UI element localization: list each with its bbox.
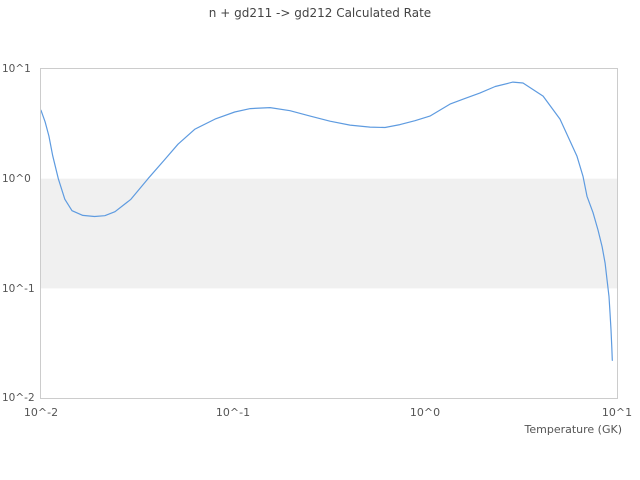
x-tick-label-10e-2: 10^-2 xyxy=(23,406,59,419)
plot-band xyxy=(41,178,617,289)
x-axis-title: Temperature (GK) xyxy=(524,423,623,436)
chart-title: n + gd211 -> gd212 Calculated Rate xyxy=(208,6,432,20)
x-tick-label-10e-1: 10^-1 xyxy=(215,406,251,419)
y-tick-label-10e0: 10^0 xyxy=(2,173,31,185)
plot-svg xyxy=(41,81,617,361)
x-tick-label-10e1: 10^1 xyxy=(601,406,633,419)
y-tick-label-10e1: 10^1 xyxy=(2,63,31,75)
x-tick-label-10e0: 10^0 xyxy=(409,406,441,419)
y-tick-label-10e-2: 10^-2 xyxy=(2,392,35,404)
rate-curve xyxy=(41,81,613,361)
plot-area xyxy=(40,68,618,399)
y-tick-label-10e-1: 10^-1 xyxy=(2,283,35,295)
